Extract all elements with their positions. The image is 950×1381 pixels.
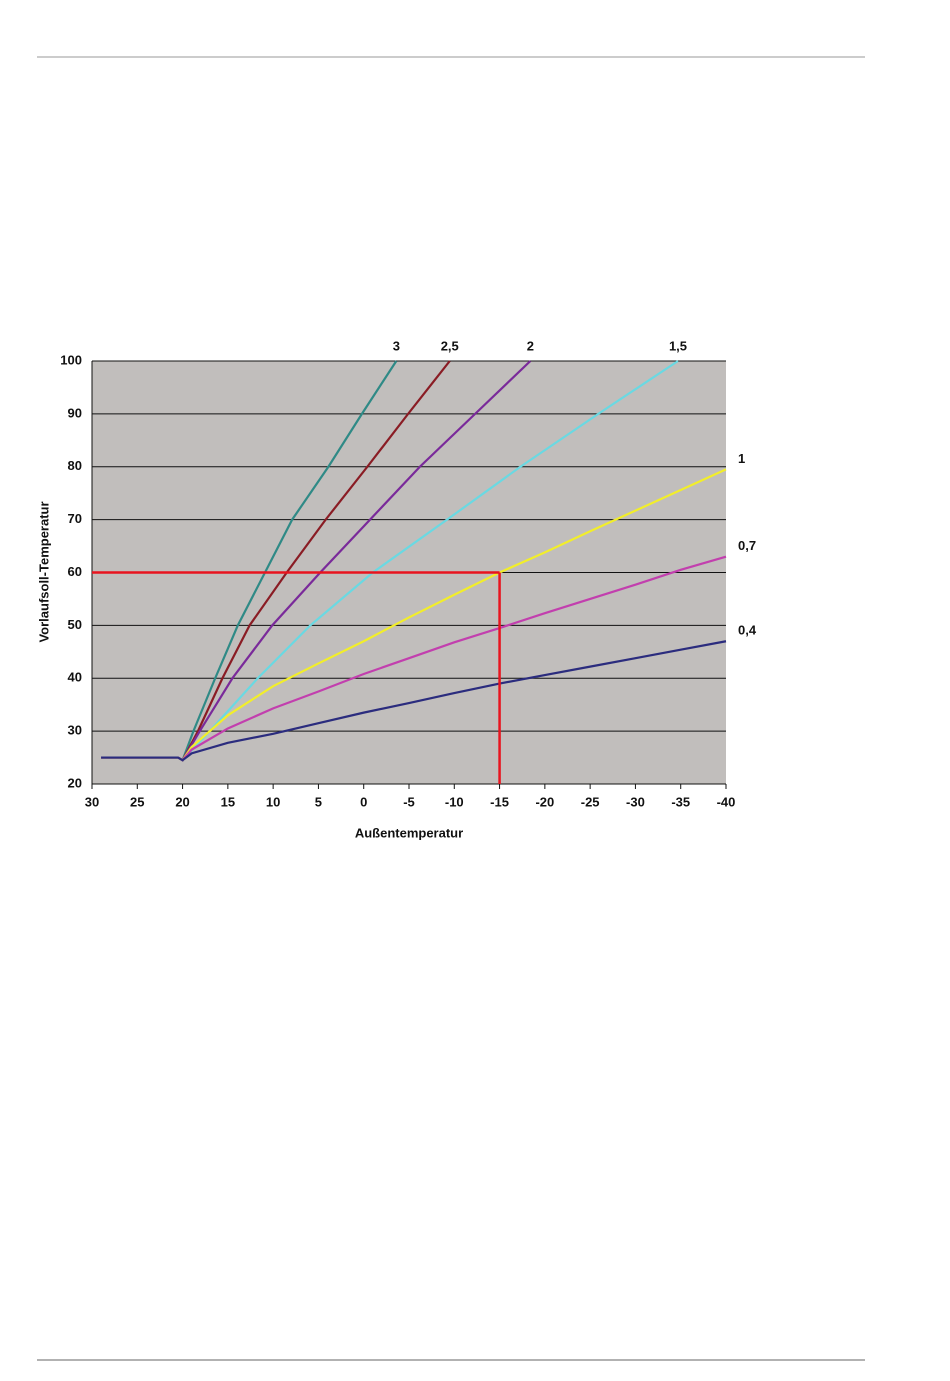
series-label: 3 [393,338,400,353]
y-tick-label: 50 [68,617,82,632]
y-tick-label: 20 [68,775,82,790]
y-tick-label: 70 [68,511,82,526]
y-axis-label: Vorlaufsoll-Temperatur [36,501,51,642]
series-line [101,555,727,762]
x-tick-label: 30 [85,794,99,809]
x-tick-label: 15 [221,794,235,809]
x-tick-label: -30 [626,794,645,809]
x-tick-label: -20 [535,794,554,809]
series-label: 1 [738,451,745,466]
x-tick-label: -25 [581,794,600,809]
x-tick-label: -40 [717,794,736,809]
x-tick-label: -15 [490,794,509,809]
x-tick-label: 25 [130,794,144,809]
series-label: 0,7 [738,538,756,553]
y-tick-label: 60 [68,564,82,579]
x-tick-label: 0 [360,794,367,809]
y-tick-label: 80 [68,458,82,473]
series-label: 1,5 [669,338,687,353]
x-tick-label: 20 [175,794,189,809]
series-label: 2,5 [441,338,459,353]
y-tick-label: 90 [68,405,82,420]
series-label: 0,4 [738,623,757,638]
x-axis-label: Außentemperatur [355,825,463,840]
x-tick-label: -10 [445,794,464,809]
series-line [101,640,727,762]
x-tick-label: 10 [266,794,280,809]
y-tick-label: 100 [60,352,82,367]
y-tick-label: 40 [68,670,82,685]
x-tick-label: -35 [671,794,690,809]
x-tick-label: 5 [315,794,322,809]
y-tick-label: 30 [68,723,82,738]
x-tick-label: -5 [403,794,415,809]
series-label: 2 [527,338,534,353]
